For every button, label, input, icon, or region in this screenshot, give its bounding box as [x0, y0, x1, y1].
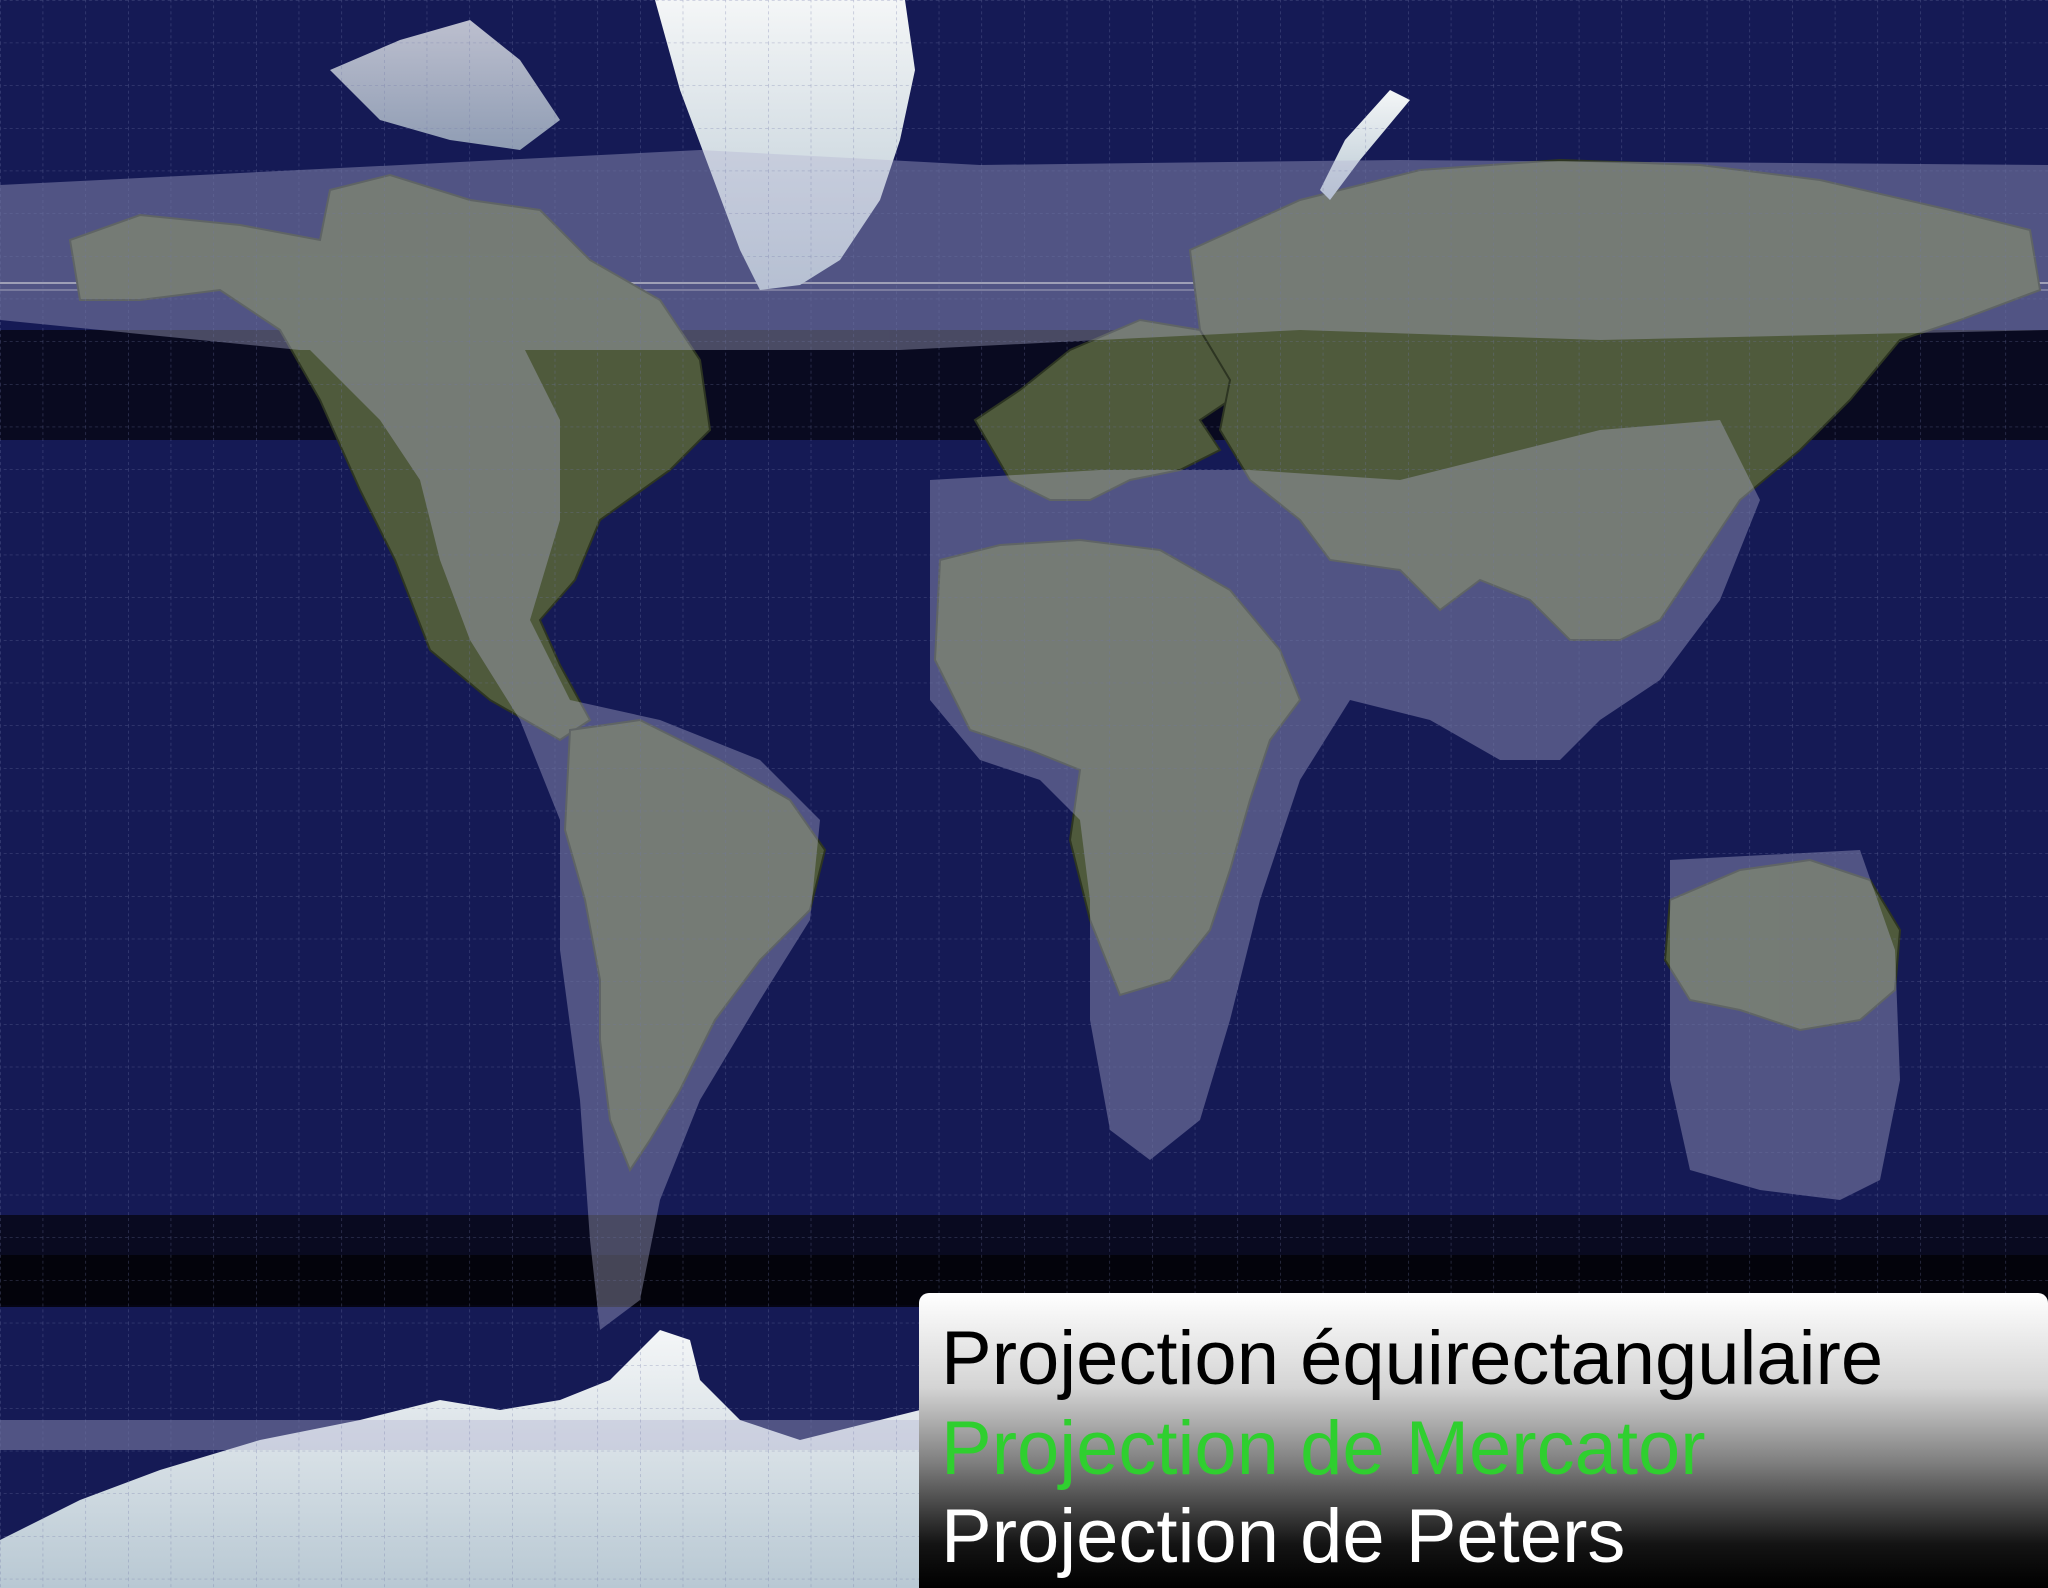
legend-item-equirectangular: Projection équirectangulaire	[941, 1316, 1884, 1401]
legend-item-peters: Projection de Peters	[941, 1494, 1626, 1579]
legend-item-mercator: Projection de Mercator	[941, 1406, 1706, 1491]
projection-legend: Projection équirectangulaire Projection …	[919, 1293, 2048, 1588]
